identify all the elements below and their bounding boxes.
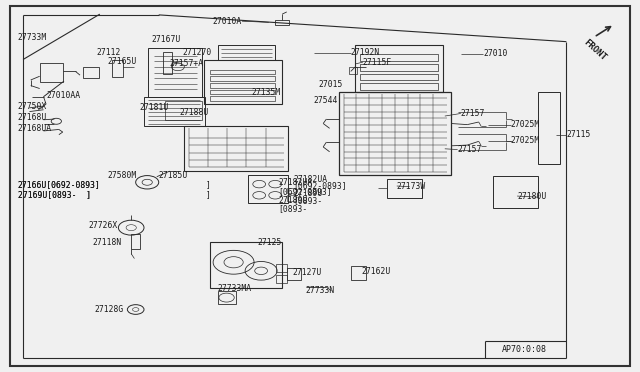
Text: [0893-: [0893-: [293, 196, 323, 205]
Bar: [360, 83, 438, 90]
Text: 27010: 27010: [483, 49, 508, 58]
Text: 27168U: 27168U: [18, 113, 47, 122]
Text: 27169U[0893-  ]: 27169U[0893- ]: [18, 190, 91, 199]
Text: 271270: 271270: [182, 48, 212, 57]
Text: 27157: 27157: [461, 109, 485, 118]
Text: 27162U: 27162U: [362, 267, 391, 276]
Text: 27750X: 27750X: [18, 102, 47, 111]
Text: 27025M: 27025M: [511, 136, 540, 145]
Text: 27166U[0692-0893]: 27166U[0692-0893]: [18, 180, 100, 189]
Text: 27181U: 27181U: [140, 103, 169, 112]
Text: 27168UA: 27168UA: [18, 124, 52, 133]
Text: 27169U[0893-  ]: 27169U[0893- ]: [18, 190, 91, 199]
Text: 27025M: 27025M: [511, 120, 540, 129]
Bar: [210, 96, 275, 101]
Text: 27166U[0692-0893]: 27166U[0692-0893]: [18, 180, 100, 189]
Bar: [360, 74, 438, 80]
Text: 27010AA: 27010AA: [46, 91, 80, 100]
Text: 27189U: 27189U: [293, 189, 323, 198]
Text: AP70:0:08: AP70:0:08: [502, 345, 547, 354]
Text: 27125: 27125: [257, 238, 282, 247]
Text: [0893-: [0893-: [278, 205, 308, 214]
Text: 27182UA: 27182UA: [293, 175, 327, 184]
Text: 27135M: 27135M: [252, 88, 281, 97]
Text: 27115F: 27115F: [363, 58, 392, 67]
Text: 27118N: 27118N: [93, 238, 122, 247]
Text: 27165U: 27165U: [108, 57, 137, 65]
Text: 27733MA: 27733MA: [218, 284, 252, 293]
Text: [0692-0893]: [0692-0893]: [278, 187, 332, 196]
Bar: [210, 90, 275, 94]
Text: 27015: 27015: [319, 80, 343, 89]
Text: 27189U: 27189U: [278, 196, 308, 205]
Text: 27733N: 27733N: [306, 286, 335, 295]
Text: 27188U: 27188U: [179, 108, 209, 117]
Text: FRONT: FRONT: [582, 38, 608, 62]
Bar: [360, 64, 438, 71]
Text: 27726X: 27726X: [88, 221, 118, 230]
Bar: [210, 83, 275, 88]
Bar: [210, 70, 275, 74]
Text: 27115: 27115: [566, 130, 591, 139]
Text: 27128G: 27128G: [95, 305, 124, 314]
Text: ]: ]: [206, 190, 211, 199]
Text: [0692-0893]: [0692-0893]: [293, 182, 347, 190]
Bar: [360, 54, 438, 61]
Text: 27733M: 27733M: [18, 33, 47, 42]
Text: 27185U: 27185U: [159, 171, 188, 180]
Text: 27544: 27544: [314, 96, 338, 105]
Bar: [210, 76, 275, 81]
Text: 27157+A: 27157+A: [170, 59, 204, 68]
Text: 27127U: 27127U: [292, 268, 322, 277]
Text: 27182UA: 27182UA: [278, 178, 312, 187]
Text: ]: ]: [206, 180, 211, 189]
Text: 27010A: 27010A: [212, 17, 242, 26]
Text: 27157: 27157: [458, 145, 482, 154]
Text: 27173W: 27173W: [397, 182, 426, 190]
Text: 27167U: 27167U: [152, 35, 181, 44]
Text: 27192N: 27192N: [351, 48, 380, 57]
Text: 27112: 27112: [96, 48, 120, 57]
Text: 27580M: 27580M: [108, 171, 137, 180]
Bar: [275, 20, 289, 25]
Text: 27180U: 27180U: [517, 192, 547, 201]
